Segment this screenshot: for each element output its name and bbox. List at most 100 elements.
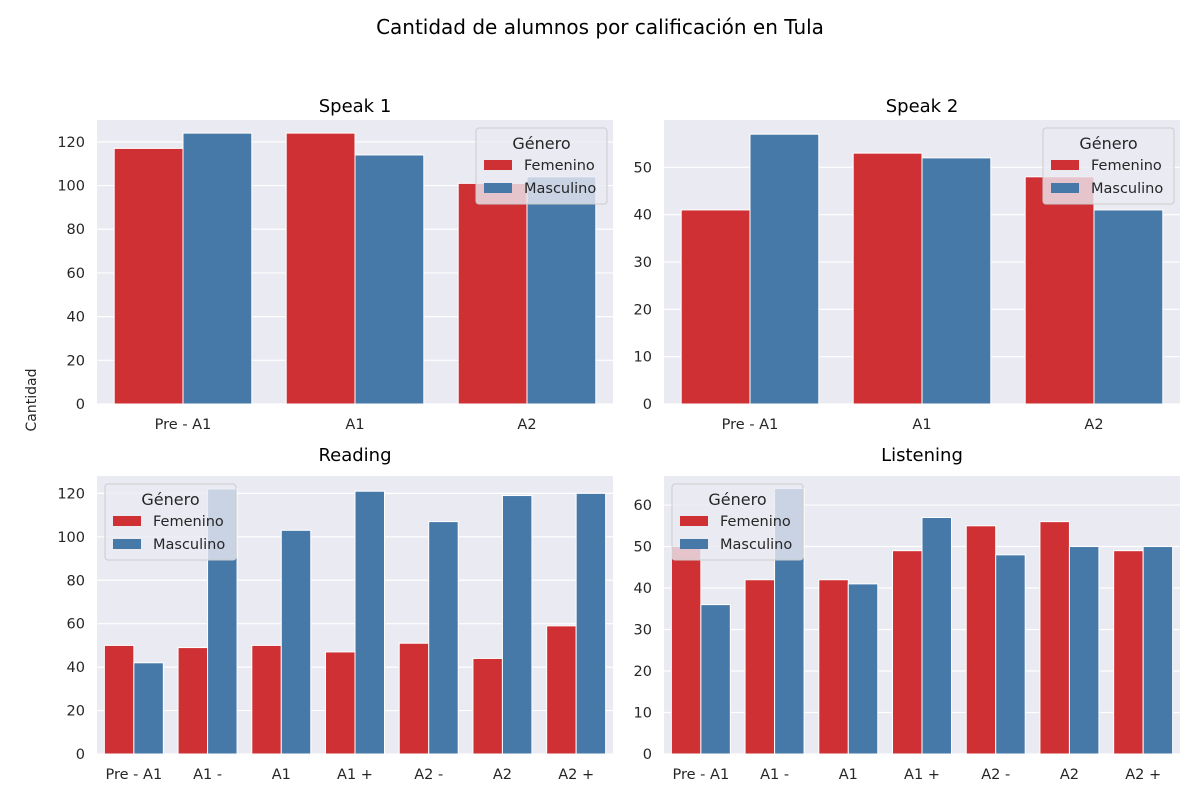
bar-femenino-a1 [177,647,209,755]
bar-femenino-pre-a1 [680,209,751,405]
bar-femenino-a2 [472,657,503,755]
y-tick-label: 10 [634,706,652,722]
bar-masculino-a2 [575,492,607,755]
legend-label-masculino: Masculino [720,537,792,553]
bar-masculino-pre-a1 [182,132,253,405]
legend-title: Género [1079,134,1137,153]
bar-masculino-a1 [921,157,992,405]
x-tick-label: A2 [1084,417,1103,433]
x-tick-label: A2 - [414,767,443,783]
x-tick-label: A1 [839,767,858,783]
bar-femenino-a2 [1039,521,1070,755]
bar-femenino-a1 [285,132,356,405]
legend-label-femenino: Femenino [524,158,595,174]
legend-swatch-masculino [484,183,512,193]
x-tick-label: A1 [912,417,931,433]
y-tick-label: 30 [634,623,652,639]
legend-label-masculino: Masculino [524,181,596,197]
bar-femenino-a2 [457,182,528,405]
bar-femenino-pre-a1 [113,147,184,405]
x-tick-label: A1 + [904,767,940,783]
bar-femenino-pre-a1 [670,546,702,755]
y-tick-label: 40 [67,310,85,326]
figure-title: Cantidad de alumnos por calificación en … [376,15,824,39]
bar-femenino-a1 [852,152,923,405]
bar-femenino-a2 [1113,550,1144,755]
bar-masculino-a2 [1068,546,1100,755]
y-tick-label: 0 [643,747,652,763]
bar-femenino-a1 [744,579,776,755]
bar-femenino-a2 [965,525,997,755]
bar-masculino-a1 [921,516,952,755]
x-tick-label: A2 + [1125,767,1161,783]
bar-masculino-a2 [1093,209,1164,405]
bar-masculino-a2 [526,176,597,405]
y-tick-label: 60 [634,498,652,514]
y-tick-label: 40 [634,581,652,597]
x-tick-label: A1 + [337,767,373,783]
y-tick-label: 30 [634,255,652,271]
legend-swatch-masculino [1051,183,1079,193]
legend: Género Femenino Masculino [104,483,237,561]
legend-label-masculino: Masculino [153,537,225,553]
legend-swatch-femenino [680,516,708,526]
bar-masculino-a1 [847,583,879,755]
y-tick-label: 20 [67,704,85,720]
legend-label-femenino: Femenino [1091,158,1162,174]
x-tick-label: A2 [493,767,512,783]
legend-swatch-femenino [484,160,512,170]
legend-swatch-femenino [113,516,141,526]
legend-label-femenino: Femenino [153,514,224,530]
x-tick-label: A1 - [760,767,789,783]
legend-label-masculino: Masculino [1091,181,1163,197]
x-tick-label: Pre - A1 [722,417,779,433]
y-tick-label: 20 [634,664,652,680]
y-tick-label: 100 [57,179,85,195]
chart-panel-reading: Reading 0 20 40 60 80 100 120 Pre - A1 A1 - A1 A1 … [57,445,613,783]
y-tick-label: 100 [57,530,85,546]
chart-panel-speak2: Speak 2 0 10 20 30 40 50 Pre - A1 A1 A2 Género Fem… [634,96,1180,433]
x-tick-label: A2 + [558,767,594,783]
x-tick-label: A2 [517,417,536,433]
y-tick-label: 20 [67,353,85,369]
chart-panel-listening: Listening 0 10 20 30 40 50 60 Pre - A1 A1 - A1 A1 … [634,445,1180,783]
legend-title: Género [708,490,766,509]
y-tick-label: 20 [634,302,652,318]
bar-femenino-a1 [892,550,923,755]
chart-panel-speak1: Speak 1 0 20 40 60 80 100 120 Pre - A1 A1 A2 Géner… [57,96,613,433]
y-tick-label: 80 [67,573,85,589]
legend: Género Femenino Masculino [1042,127,1175,205]
panel-title-listening: Listening [881,445,963,466]
legend-swatch-masculino [680,539,708,549]
bar-masculino-pre-a1 [133,662,164,755]
bar-masculino-a2 [428,521,459,755]
y-tick-label: 80 [67,222,85,238]
bar-masculino-pre-a1 [700,604,731,755]
x-tick-label: A1 [345,417,364,433]
x-tick-label: Pre - A1 [155,417,212,433]
panel-title-speak2: Speak 2 [886,96,959,117]
bar-femenino-a2 [546,625,577,755]
panel-title-speak1: Speak 1 [319,96,392,117]
bar-masculino-a2 [995,554,1026,755]
y-axis-label: Cantidad [24,369,40,432]
bar-masculino-a1 [354,490,385,755]
x-tick-label: Pre - A1 [106,767,163,783]
legend-title: Género [512,134,570,153]
y-tick-label: 0 [76,747,85,763]
bar-masculino-a2 [501,495,533,755]
y-tick-label: 50 [634,540,652,556]
bar-femenino-a1 [325,651,356,755]
legend-title: Género [141,490,199,509]
legend: Género Femenino Masculino [475,127,608,205]
y-tick-label: 60 [67,617,85,633]
x-tick-label: A1 [272,767,291,783]
bar-masculino-a1 [280,529,312,755]
x-tick-label: A2 - [981,767,1010,783]
legend-swatch-masculino [113,539,141,549]
y-tick-label: 0 [643,397,652,413]
bar-masculino-pre-a1 [749,133,820,405]
y-tick-label: 120 [57,486,85,502]
y-tick-label: 60 [67,266,85,282]
